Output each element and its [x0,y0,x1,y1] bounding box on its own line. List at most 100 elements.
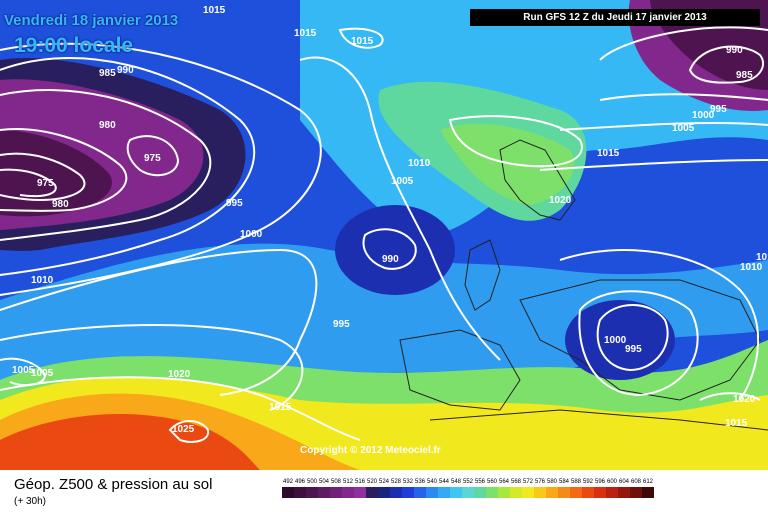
scale-swatch [306,487,318,498]
scale-label: 536 [414,479,425,485]
scale-swatch [330,487,342,498]
isobar-label: 1000 [240,229,263,240]
scale-label: 564 [498,479,509,485]
scale-swatch [474,487,486,498]
coast-iberia [399,329,521,411]
scale-label: 592 [582,479,593,485]
scale-step: 528 [390,478,402,498]
isobar-label: 980 [99,120,116,131]
scale-label: 520 [366,479,377,485]
scale-swatch [378,487,390,498]
scale-label: 596 [594,479,605,485]
scale-swatch [618,487,630,498]
scale-label: 492 [282,479,293,485]
isobar-label: 985 [99,68,116,79]
isobars [0,26,768,443]
isobar-label: 1020 [549,195,572,206]
scale-label: 576 [534,479,545,485]
scale-swatch [630,487,642,498]
scale-step: 600 [606,478,618,498]
weather-map: 1015 1015 1015 985 990 980 975 975 980 9… [0,0,768,470]
scale-step: 580 [546,478,558,498]
scale-swatch [510,487,522,498]
forecast-date: Vendredi 18 janvier 2013 [4,12,179,29]
scale-step: 608 [630,478,642,498]
scale-label: 508 [330,479,341,485]
scale-step: 612 [642,478,654,498]
color-scale: 492 496 500 504 508 512 516 520 524 528 532 536 540 5… [282,478,654,498]
isobar-label: 1015 [203,5,226,16]
scale-step: 556 [474,478,486,498]
scale-swatch [282,487,294,498]
scale-step: 564 [498,478,510,498]
scale-label: 500 [306,479,317,485]
coast-africa [429,409,768,431]
scale-label: 608 [630,479,641,485]
scale-step: 568 [510,478,522,498]
scale-swatch [642,487,654,498]
isobar-label: 995 [333,319,350,330]
isobar-label: 1015 [597,148,620,159]
scale-step: 584 [558,478,570,498]
scale-label: 504 [318,479,329,485]
isobar-label: 1000 [604,335,627,346]
isobar-label: 1025 [172,424,195,435]
scale-swatch [522,487,534,498]
scale-label: 496 [294,479,305,485]
isobar-label: 980 [52,199,69,210]
scale-label: 568 [510,479,521,485]
scale-label: 580 [546,479,557,485]
isobar-label: 1005 [31,368,54,379]
scale-label: 524 [378,479,389,485]
scale-step: 520 [366,478,378,498]
scale-step: 508 [330,478,342,498]
scale-swatch [342,487,354,498]
forecast-time: 19:00 locale [14,34,134,57]
scale-label: 516 [354,479,365,485]
scale-step: 604 [618,478,630,498]
coast-scandinavia [499,139,576,221]
scale-step: 592 [582,478,594,498]
legend-subtitle: (+ 30h) [14,496,46,507]
scale-swatch [438,487,450,498]
scale-swatch [462,487,474,498]
scale-step: 576 [534,478,546,498]
scale-swatch [402,487,414,498]
scale-step: 588 [570,478,582,498]
scale-label: 544 [438,479,449,485]
zone-red [0,413,260,470]
model-run: Run GFS 12 Z du Jeudi 17 janvier 2013 [470,9,760,26]
scale-swatch [498,487,510,498]
isobar-label: 995 [625,344,642,355]
scale-swatch [450,487,462,498]
scale-label: 572 [522,479,533,485]
coast-britain [464,239,501,311]
scale-swatch [534,487,546,498]
isobar-label: 1005 [672,123,695,134]
zone-lightgreen-north [440,123,575,205]
scale-label: 512 [342,479,353,485]
scale-step: 596 [594,478,606,498]
isobar-label: 1005 [12,365,35,376]
isobar-label: 1015 [725,418,748,429]
scale-label: 540 [426,479,437,485]
isobar-labels: 1015 1015 1015 985 990 980 975 975 980 9… [12,5,768,435]
isobar-label: 975 [144,153,161,164]
isobar-label: 1010 [31,275,54,286]
scale-label: 612 [642,479,653,485]
scale-swatch [582,487,594,498]
isobar-label: 1010 [740,262,763,273]
isobar-label: 1015 [756,252,768,263]
isobar-label: 975 [37,178,54,189]
isobar-label: 995 [226,198,243,209]
scale-step: 492 [282,478,294,498]
zone-low-central [335,205,455,295]
isobar-label: 1015 [269,402,292,413]
map-canvas: 1015 1015 1015 985 990 980 975 975 980 9… [0,0,768,470]
scale-swatch [486,487,498,498]
legend-title: Géop. Z500 & pression au sol [14,476,213,493]
scale-label: 560 [486,479,497,485]
scale-swatch [570,487,582,498]
copyright-notice: Copyright © 2012 Meteociel.fr [300,445,441,456]
scale-step: 572 [522,478,534,498]
